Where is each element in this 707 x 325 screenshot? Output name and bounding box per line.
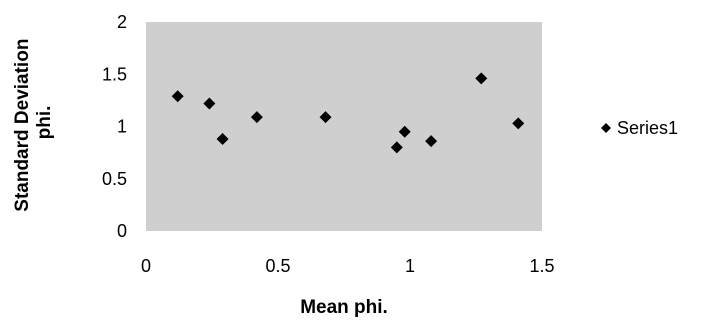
data-point <box>216 133 229 146</box>
data-point <box>203 97 216 110</box>
data-point <box>390 141 403 154</box>
y-tick-label: 1 <box>117 117 127 137</box>
x-tick-label: 0.5 <box>265 256 290 276</box>
y-tick-label: 0 <box>117 221 127 241</box>
y-axis-title-line-1: Standard Deviation <box>12 39 33 212</box>
x-tick-label: 1.5 <box>529 256 554 276</box>
x-tick-label: 1 <box>405 256 415 276</box>
legend-label-series1: Series1 <box>617 118 678 138</box>
legend: Series1 <box>601 118 678 138</box>
data-point <box>319 111 332 124</box>
y-tick-label: 2 <box>117 12 127 32</box>
y-tick-label: 1.5 <box>102 64 127 84</box>
data-point <box>398 125 411 138</box>
legend-marker-series1 <box>601 123 611 133</box>
x-tick-label: 0 <box>141 256 151 276</box>
data-point <box>425 135 438 148</box>
x-axis-ticks: 0 0.5 1 1.5 <box>141 256 555 276</box>
y-axis-title-line-2: phi. <box>34 106 55 140</box>
y-axis-title: Standard Deviation phi. <box>12 33 55 211</box>
data-point <box>512 117 525 130</box>
plot-area <box>146 22 542 231</box>
data-points <box>171 72 525 154</box>
data-point <box>475 72 488 85</box>
y-axis-ticks: 0 0.5 1 1.5 2 <box>102 12 127 241</box>
data-point <box>250 111 263 124</box>
y-tick-label: 0.5 <box>102 169 127 189</box>
x-axis-title: Mean phi. <box>300 297 388 318</box>
data-point <box>171 90 184 103</box>
